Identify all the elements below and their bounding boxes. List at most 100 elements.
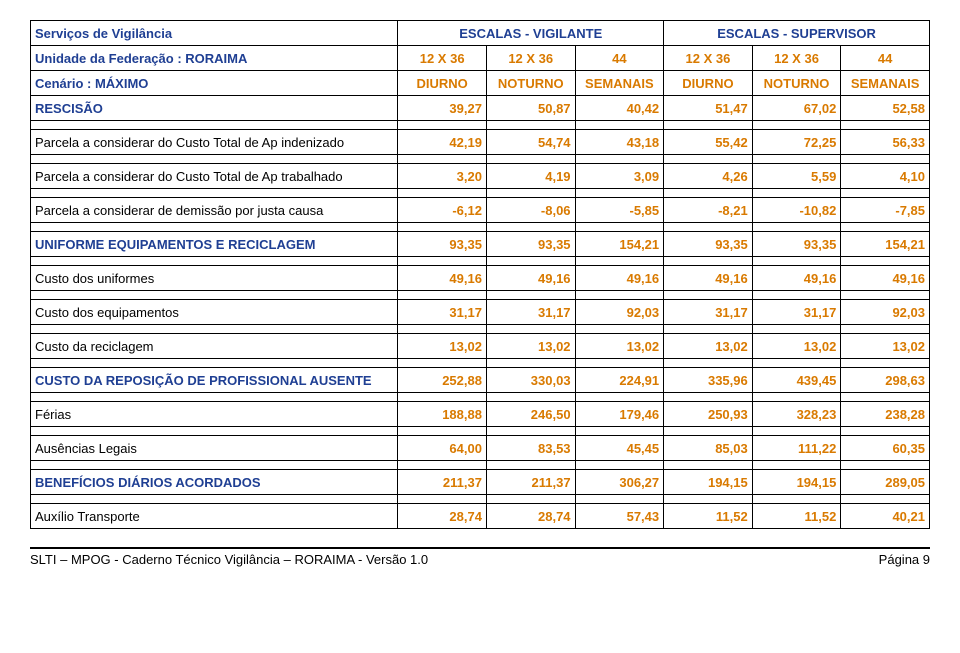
cell-value: 306,27 [575,470,664,495]
cell-value: -8,21 [664,198,753,223]
cell-value: 28,74 [486,504,575,529]
cell-value: 51,47 [664,96,753,121]
cell-value: 439,45 [752,368,841,393]
table-row: RESCISÃO39,2750,8740,4251,4767,0252,58 [31,96,930,121]
cell-value: 298,63 [841,368,930,393]
cell-value: 52,58 [841,96,930,121]
cell-value: 289,05 [841,470,930,495]
cell-value: 57,43 [575,504,664,529]
spacer-row [31,359,930,368]
spacer-row [31,393,930,402]
cell-value: 13,02 [664,334,753,359]
cell-value: 13,02 [486,334,575,359]
cell-value: 40,21 [841,504,930,529]
cell-value: 55,42 [664,130,753,155]
table-row: CUSTO DA REPOSIÇÃO DE PROFISSIONAL AUSEN… [31,368,930,393]
col-scale-1: 12 X 36 [486,46,575,71]
cell-value: -10,82 [752,198,841,223]
row-label: Férias [31,402,398,427]
spacer-row [31,461,930,470]
cell-value: 3,20 [398,164,487,189]
spacer-row [31,223,930,232]
table-row: Custo da reciclagem13,0213,0213,0213,021… [31,334,930,359]
cell-value: 49,16 [486,266,575,291]
row-label: Custo dos equipamentos [31,300,398,325]
table-row: BENEFÍCIOS DIÁRIOS ACORDADOS211,37211,37… [31,470,930,495]
table-row: Parcela a considerar de demissão por jus… [31,198,930,223]
cell-value: 13,02 [752,334,841,359]
cell-value: 67,02 [752,96,841,121]
cell-value: 31,17 [398,300,487,325]
title-cenario: Cenário : MÁXIMO [31,71,398,96]
table-row: UNIFORME EQUIPAMENTOS E RECICLAGEM93,359… [31,232,930,257]
table-row: Parcela a considerar do Custo Total de A… [31,130,930,155]
spacer-row [31,325,930,334]
title-uf: Unidade da Federação : RORAIMA [31,46,398,71]
row-label: Ausências Legais [31,436,398,461]
cell-value: 93,35 [664,232,753,257]
cell-value: 31,17 [664,300,753,325]
cell-value: 28,74 [398,504,487,529]
cell-value: 4,19 [486,164,575,189]
cell-value: -6,12 [398,198,487,223]
spacer-row [31,257,930,266]
cell-value: 40,42 [575,96,664,121]
cell-value: 60,35 [841,436,930,461]
cell-value: 13,02 [841,334,930,359]
header-row-1: Serviços de VigilânciaESCALAS - VIGILANT… [31,21,930,46]
table-row: Custo dos uniformes49,1649,1649,1649,164… [31,266,930,291]
cell-value: 238,28 [841,402,930,427]
cell-value: 4,10 [841,164,930,189]
cell-value: 11,52 [752,504,841,529]
row-label: Auxílio Transporte [31,504,398,529]
group-supervisor: ESCALAS - SUPERVISOR [664,21,930,46]
col-scale-0: 12 X 36 [398,46,487,71]
footer-left: SLTI – MPOG - Caderno Técnico Vigilância… [30,552,428,567]
cell-value: 31,17 [486,300,575,325]
row-label: Custo dos uniformes [31,266,398,291]
cell-value: 252,88 [398,368,487,393]
cell-value: 49,16 [575,266,664,291]
row-label: Custo da reciclagem [31,334,398,359]
table-row: Auxílio Transporte28,7428,7457,4311,5211… [31,504,930,529]
table-row: Férias188,88246,50179,46250,93328,23238,… [31,402,930,427]
col-scale-4: 12 X 36 [752,46,841,71]
spacer-row [31,291,930,300]
spacer-row [31,495,930,504]
header-row-3: Cenário : MÁXIMODIURNONOTURNOSEMANAISDIU… [31,71,930,96]
cell-value: 13,02 [575,334,664,359]
cell-value: 92,03 [575,300,664,325]
row-label: UNIFORME EQUIPAMENTOS E RECICLAGEM [31,232,398,257]
cell-value: 328,23 [752,402,841,427]
cell-value: 64,00 [398,436,487,461]
cell-value: 49,16 [752,266,841,291]
col-shift-3: DIURNO [664,71,753,96]
col-shift-1: NOTURNO [486,71,575,96]
cell-value: 211,37 [398,470,487,495]
col-shift-0: DIURNO [398,71,487,96]
cell-value: 85,03 [664,436,753,461]
cell-value: 39,27 [398,96,487,121]
cell-value: 224,91 [575,368,664,393]
col-shift-2: SEMANAIS [575,71,664,96]
cell-value: 49,16 [664,266,753,291]
cell-value: 42,19 [398,130,487,155]
cell-value: 4,26 [664,164,753,189]
row-label: Parcela a considerar de demissão por jus… [31,198,398,223]
cell-value: 13,02 [398,334,487,359]
table-row: Ausências Legais64,0083,5345,4585,03111,… [31,436,930,461]
title-servicos: Serviços de Vigilância [31,21,398,46]
cost-table: Serviços de VigilânciaESCALAS - VIGILANT… [30,20,930,529]
col-scale-5: 44 [841,46,930,71]
col-shift-5: SEMANAIS [841,71,930,96]
row-label: CUSTO DA REPOSIÇÃO DE PROFISSIONAL AUSEN… [31,368,398,393]
cell-value: 111,22 [752,436,841,461]
cell-value: 188,88 [398,402,487,427]
cell-value: 43,18 [575,130,664,155]
cell-value: 72,25 [752,130,841,155]
cell-value: 154,21 [841,232,930,257]
cell-value: 49,16 [398,266,487,291]
row-label: Parcela a considerar do Custo Total de A… [31,130,398,155]
row-label: Parcela a considerar do Custo Total de A… [31,164,398,189]
group-vigilante: ESCALAS - VIGILANTE [398,21,664,46]
